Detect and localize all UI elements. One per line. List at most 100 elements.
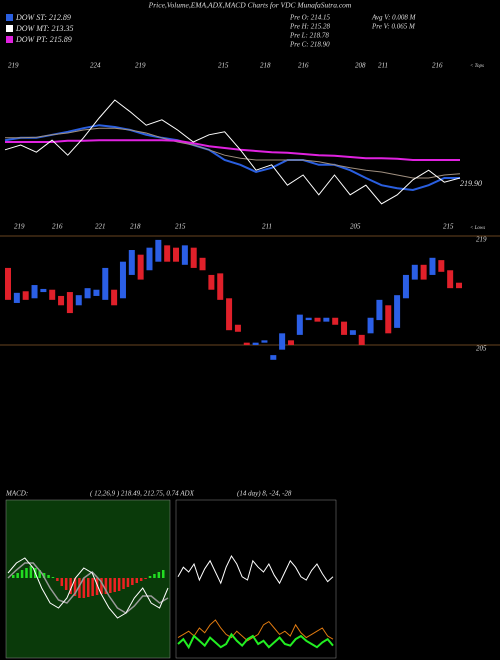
level-label: 219 <box>476 236 487 244</box>
macd-bar <box>29 566 33 578</box>
candle <box>358 334 365 345</box>
tops-label: 211 <box>378 62 388 70</box>
candle <box>261 340 268 343</box>
candle <box>13 292 20 303</box>
macd-bar <box>60 578 64 586</box>
macd-bar <box>42 573 46 578</box>
candle <box>456 282 462 289</box>
candle <box>279 333 286 350</box>
candle <box>234 324 241 332</box>
candle <box>411 264 418 280</box>
candle <box>341 321 348 335</box>
candle <box>270 355 277 360</box>
adx-line <box>177 554 334 585</box>
ema-line <box>4 124 460 192</box>
candle <box>66 292 73 314</box>
info-text: Pre V: 0.065 M <box>371 23 416 31</box>
last-price: 219.90 <box>460 179 482 188</box>
candle <box>102 267 109 300</box>
macd-bar <box>47 575 50 578</box>
macd-bar <box>148 576 152 578</box>
lows-label: 215 <box>443 223 454 231</box>
macd-bar <box>12 575 15 578</box>
info-text: Pre C: 218.90 <box>289 41 330 49</box>
candle <box>181 245 188 265</box>
macd-bar <box>109 578 112 593</box>
macd-bar <box>16 573 19 578</box>
candle <box>385 305 392 334</box>
candle <box>58 295 65 306</box>
lows-label: 215 <box>175 223 186 231</box>
candle <box>394 295 401 328</box>
candle <box>420 264 427 280</box>
info-text: Pre O: 214.15 <box>289 14 330 22</box>
macd-bar <box>104 578 108 594</box>
legend-swatch <box>6 25 13 32</box>
candle <box>376 299 383 321</box>
macd-bar <box>113 578 116 592</box>
macd-bar <box>38 570 41 578</box>
lows-label: 218 <box>130 223 141 231</box>
tops-label: 208 <box>355 62 366 70</box>
macd-bar <box>91 578 94 596</box>
macd-bar <box>25 568 28 578</box>
macd-bar <box>87 578 90 597</box>
macd-bar <box>64 578 68 590</box>
macd-bar <box>153 574 156 578</box>
chart-title: Price,Volume,EMA,ADX,MACD Charts for VDC… <box>148 1 352 10</box>
macd-bar <box>135 578 139 583</box>
candle <box>287 340 294 345</box>
lows-label: 211 <box>262 223 272 231</box>
candle <box>217 273 224 300</box>
macd-bar <box>56 578 59 581</box>
legend-swatch <box>6 14 13 21</box>
candle <box>226 298 233 331</box>
candle <box>40 288 47 293</box>
lows-label: 221 <box>95 223 106 231</box>
legend-label: DOW PT: 215.89 <box>15 35 72 44</box>
macd-bar <box>144 578 147 579</box>
macd-bar <box>117 578 121 591</box>
candle <box>252 342 259 345</box>
candle <box>332 317 339 325</box>
tops-label: 216 <box>432 62 443 70</box>
legend-swatch <box>6 36 13 43</box>
candle <box>173 247 180 262</box>
macd-bar <box>82 578 86 598</box>
macd-bar <box>95 578 99 595</box>
candle <box>296 314 303 335</box>
price-line <box>4 99 461 205</box>
candle <box>323 317 330 322</box>
candle <box>199 257 206 271</box>
info-text: Avg V: 0.008 M <box>371 14 417 22</box>
macd-bar <box>100 578 103 594</box>
macd-bar <box>122 578 125 589</box>
tops-label: 216 <box>298 62 309 70</box>
info-text: Pre H: 215.28 <box>289 23 330 31</box>
info-text: Pre L: 218.78 <box>289 32 329 40</box>
candle <box>146 247 153 271</box>
lows-label: 216 <box>52 223 63 231</box>
candle <box>429 257 436 275</box>
candle <box>128 250 135 275</box>
macd-bar <box>78 578 81 598</box>
macd-bar <box>139 578 143 581</box>
candle <box>164 245 171 262</box>
macd-line <box>7 557 169 619</box>
candle <box>111 289 118 306</box>
adx-panel <box>175 499 337 659</box>
candle <box>402 274 409 299</box>
tops-label: 218 <box>260 62 271 70</box>
tops-label: 215 <box>218 62 229 70</box>
tops-label: 219 <box>8 62 19 70</box>
macd-bar <box>73 578 77 596</box>
candle <box>367 317 374 334</box>
candle <box>5 267 11 300</box>
macd-bar <box>157 572 161 578</box>
candle <box>49 289 56 300</box>
candle <box>447 270 454 289</box>
lows-label: 219 <box>14 223 25 231</box>
tops-marker: < Tops <box>470 64 484 69</box>
